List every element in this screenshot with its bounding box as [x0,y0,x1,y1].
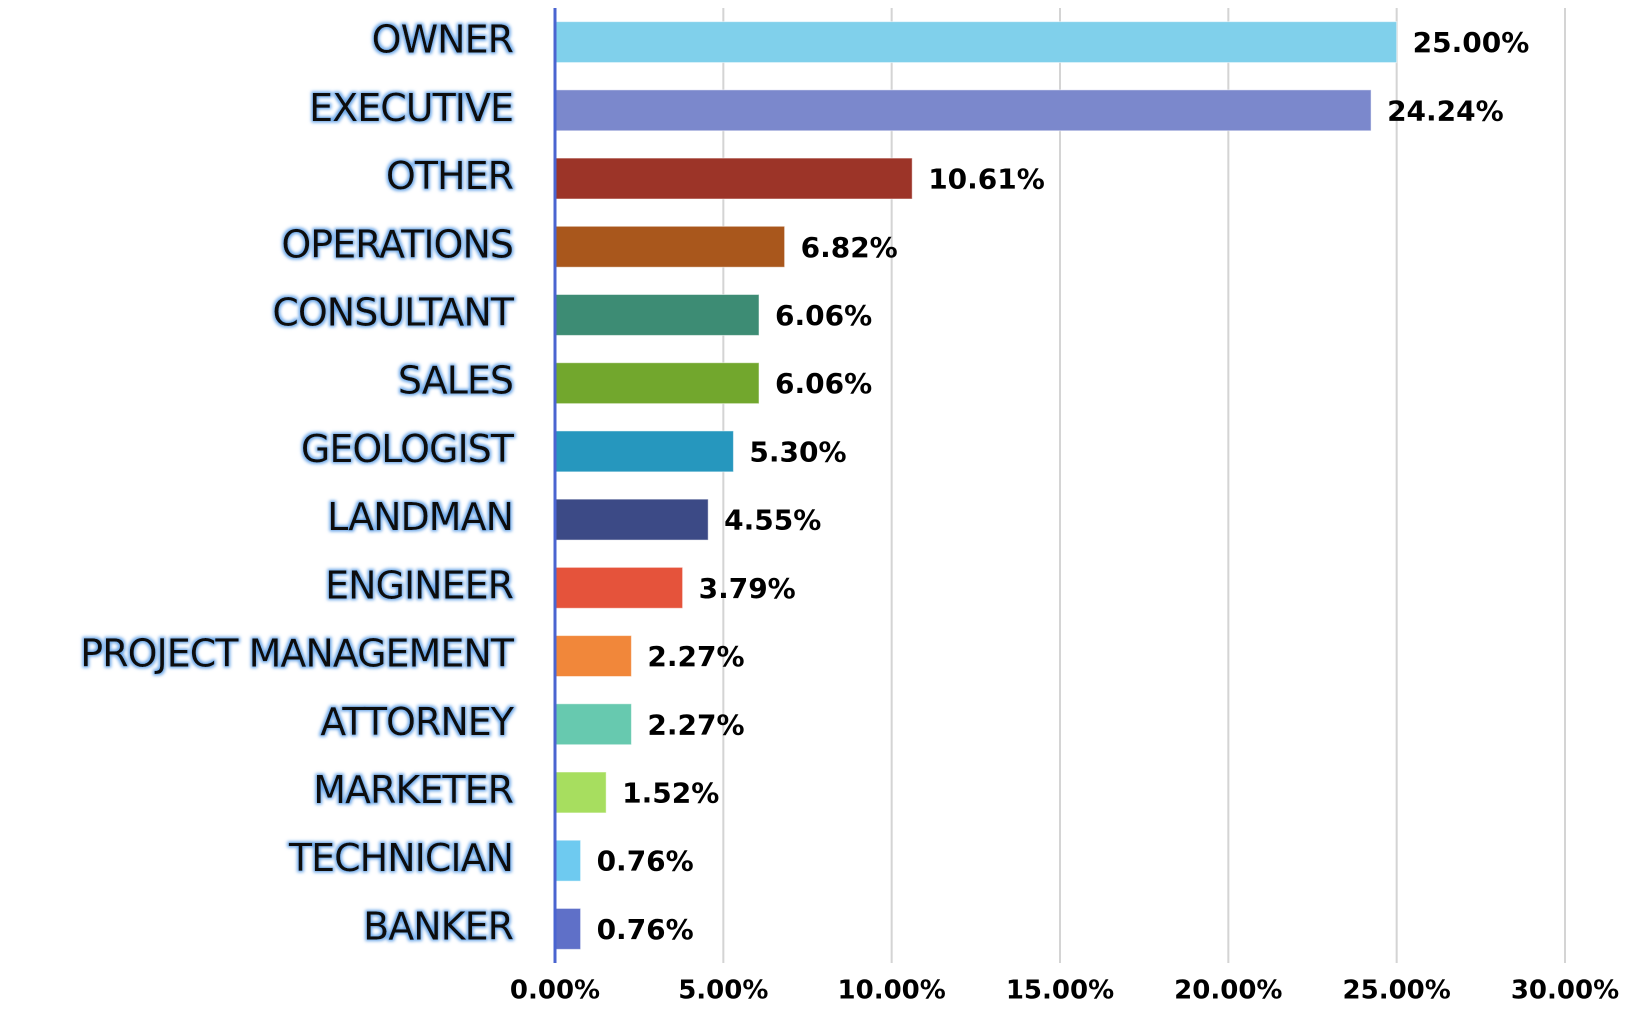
value-label: 5.30% [749,435,846,468]
x-tick-label: 20.00% [1174,976,1282,1006]
x-tick-label: 0.00% [510,976,600,1006]
value-label: 0.76% [597,913,694,946]
category-label: PROJECT MANAGEMENT [80,632,514,676]
category-label: OPERATIONS [281,222,513,266]
value-label: 1.52% [622,776,719,809]
x-tick-label: 5.00% [678,976,768,1006]
value-label: 0.76% [597,845,694,878]
bar [554,430,734,473]
value-label: 6.06% [775,299,872,332]
bar [554,498,709,541]
x-tick-label: 10.00% [838,976,946,1006]
category-label: OTHER [386,154,514,198]
value-label: 10.61% [928,163,1045,196]
value-label: 24.24% [1387,94,1504,127]
bar [554,635,632,677]
bar [554,157,913,200]
bar [554,225,786,268]
category-label: BANKER [363,904,513,948]
bar [554,362,760,405]
category-label: SALES [398,359,513,403]
bar [554,839,582,882]
bar [554,566,684,609]
category-label: MARKETER [313,768,513,812]
value-label: 3.79% [699,572,796,605]
value-label: 2.27% [647,708,744,741]
category-label: LANDMAN [327,495,513,539]
bar [554,89,1372,132]
value-label: 6.82% [801,231,898,264]
category-label: ENGINEER [325,563,514,607]
bar [554,294,760,336]
x-tick-label: 15.00% [1006,976,1114,1006]
value-label: 4.55% [724,504,821,537]
category-label: ATTORNEY [320,700,515,744]
value-label: 6.06% [775,367,872,400]
category-label: EXECUTIVE [309,86,513,130]
bar [554,703,632,746]
category-label: GEOLOGIST [301,427,515,471]
x-tick-label: 25.00% [1343,976,1451,1006]
bar [554,21,1398,64]
category-label: OWNER [372,18,514,62]
bar [554,771,607,814]
category-label: CONSULTANT [272,290,514,334]
x-tick-label: 30.00% [1511,976,1619,1006]
category-label: TECHNICIAN [288,836,513,880]
value-label: 25.00% [1413,26,1530,59]
bar [554,907,582,950]
value-label: 2.27% [647,640,744,673]
